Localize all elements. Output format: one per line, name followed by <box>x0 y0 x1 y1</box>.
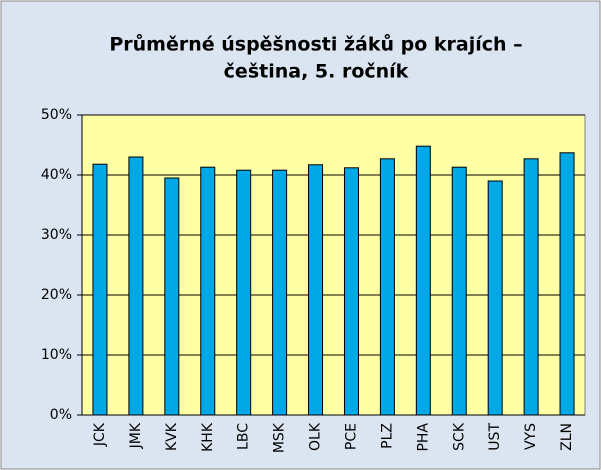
plot-area <box>81 114 586 416</box>
bar <box>343 167 359 416</box>
chart-title: Průměrné úspěšnosti žáků po krajích – <box>109 33 522 56</box>
bar <box>487 180 503 416</box>
bar <box>92 163 108 416</box>
bar <box>451 166 467 416</box>
bar <box>272 169 288 416</box>
x-tick-label: PHA <box>415 423 431 452</box>
bar <box>164 177 180 416</box>
x-tick-label: ZLN <box>559 423 575 451</box>
x-tick-label: KVK <box>164 422 180 451</box>
x-tick-label: SCK <box>451 422 467 451</box>
x-tick-label: PLZ <box>379 423 395 449</box>
bar <box>559 152 575 416</box>
x-tick-label: JMK <box>128 422 144 449</box>
bar <box>236 169 252 416</box>
bar <box>308 164 324 416</box>
y-tick-label: 20% <box>41 287 72 303</box>
y-tick-label: 0% <box>50 407 72 423</box>
bar <box>415 145 431 416</box>
x-tick-label: JCK <box>92 422 108 447</box>
bar <box>128 156 144 416</box>
y-tick-label: 40% <box>41 167 72 183</box>
x-tick-label: VYS <box>523 423 539 450</box>
x-tick-label: UST <box>487 423 503 451</box>
x-tick-label: MSK <box>272 422 288 453</box>
y-tick-label: 50% <box>41 107 72 123</box>
bar <box>379 158 395 416</box>
x-tick-label: OLK <box>308 422 324 451</box>
y-tick-label: 30% <box>41 227 72 243</box>
x-tick-label: PCE <box>343 423 359 450</box>
bar <box>523 158 539 416</box>
x-tick-label: KHK <box>200 422 216 452</box>
chart-title: čeština, 5. ročník <box>224 61 409 83</box>
bar <box>200 166 216 416</box>
x-tick-label: LBC <box>236 423 252 450</box>
y-tick-label: 10% <box>41 347 72 363</box>
